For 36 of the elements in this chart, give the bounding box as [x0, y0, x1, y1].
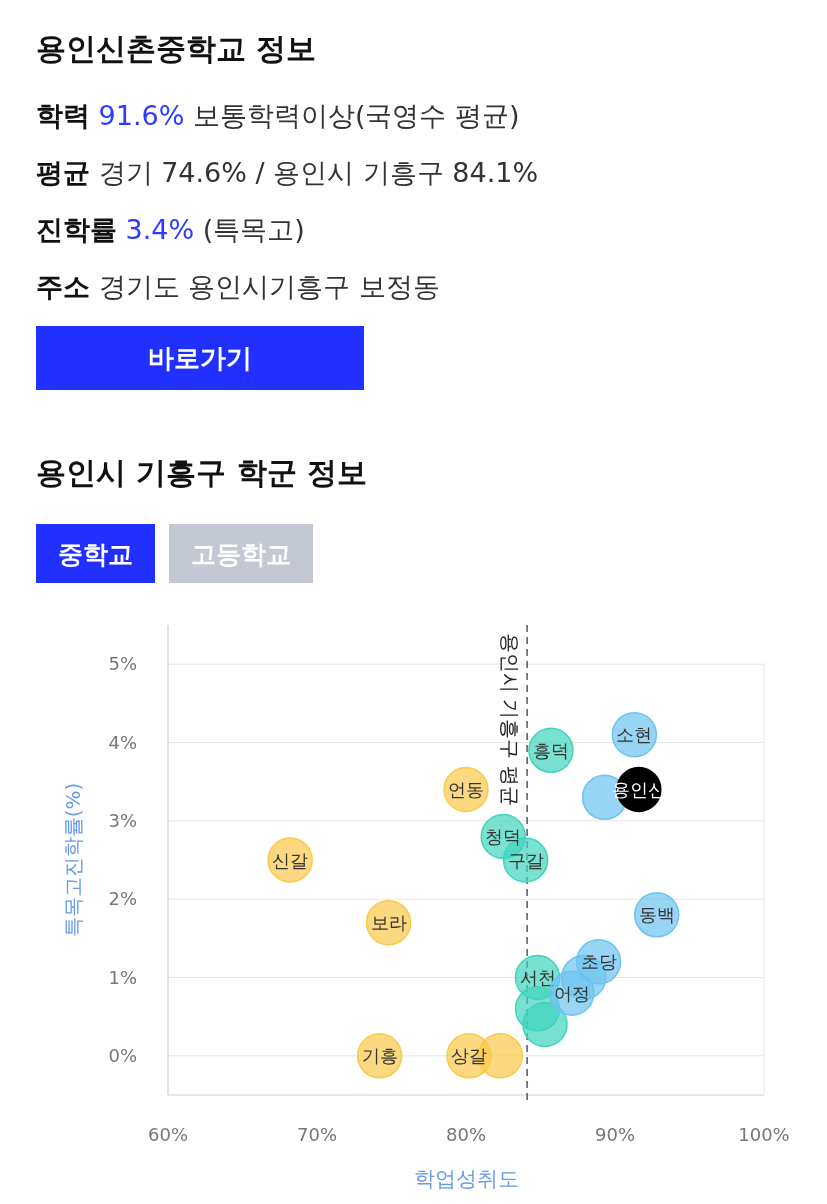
tick-label: 60% — [148, 1124, 188, 1145]
ref-label: 용인시 기흥구 평균 — [498, 633, 523, 806]
point-label: 어정 — [553, 982, 590, 1004]
tick-label: 80% — [446, 1124, 486, 1145]
title: 용인신촌중학교 정보 — [36, 31, 317, 66]
point-label: 청덕 — [485, 826, 522, 847]
annotation: 진학률 3.4% (특목고) — [36, 214, 305, 245]
point-label: 초당 — [580, 951, 617, 973]
annotation: 평균 경기 74.6% / 용인시 기흥구 84.1% — [36, 157, 539, 188]
tick-label: 5% — [108, 653, 137, 675]
tick-label: 70% — [297, 1124, 337, 1145]
point-label: 신갈 — [272, 849, 309, 871]
tick-label: 4% — [108, 731, 137, 753]
point-label: 동백 — [638, 904, 675, 926]
point-label: 서천 — [519, 967, 556, 988]
tab: 고등학교 — [169, 524, 313, 583]
tick-label: 90% — [595, 1124, 635, 1145]
xlabel: 학업성취도 — [413, 1167, 519, 1191]
title: 용인시 기흥구 학군 정보 — [36, 455, 368, 490]
point-label: 보라 — [370, 912, 407, 934]
point-label: 소현 — [616, 724, 653, 746]
ylabel: 특목고진학률(%) — [61, 782, 85, 938]
tab: 중학교 — [36, 524, 155, 583]
tick-label: 0% — [108, 1044, 137, 1066]
tick-label: 100% — [738, 1124, 790, 1145]
point-label: 언동 — [448, 779, 484, 800]
point-label: 구갈 — [507, 849, 544, 871]
tick-label: 3% — [108, 809, 137, 831]
button: 바로가기 — [36, 326, 364, 390]
point-label: 기흥 — [361, 1045, 398, 1067]
tick-label: 1% — [108, 966, 137, 988]
annotation: 주소 경기도 용인시기흥구 보정동 — [36, 271, 440, 302]
annotation: 학력 91.6% 보통학력이상(국영수 평균) — [36, 100, 520, 131]
point-label: 흥덕 — [532, 739, 569, 761]
point-label: 상갈 — [451, 1045, 487, 1067]
tick-label: 2% — [108, 888, 137, 910]
